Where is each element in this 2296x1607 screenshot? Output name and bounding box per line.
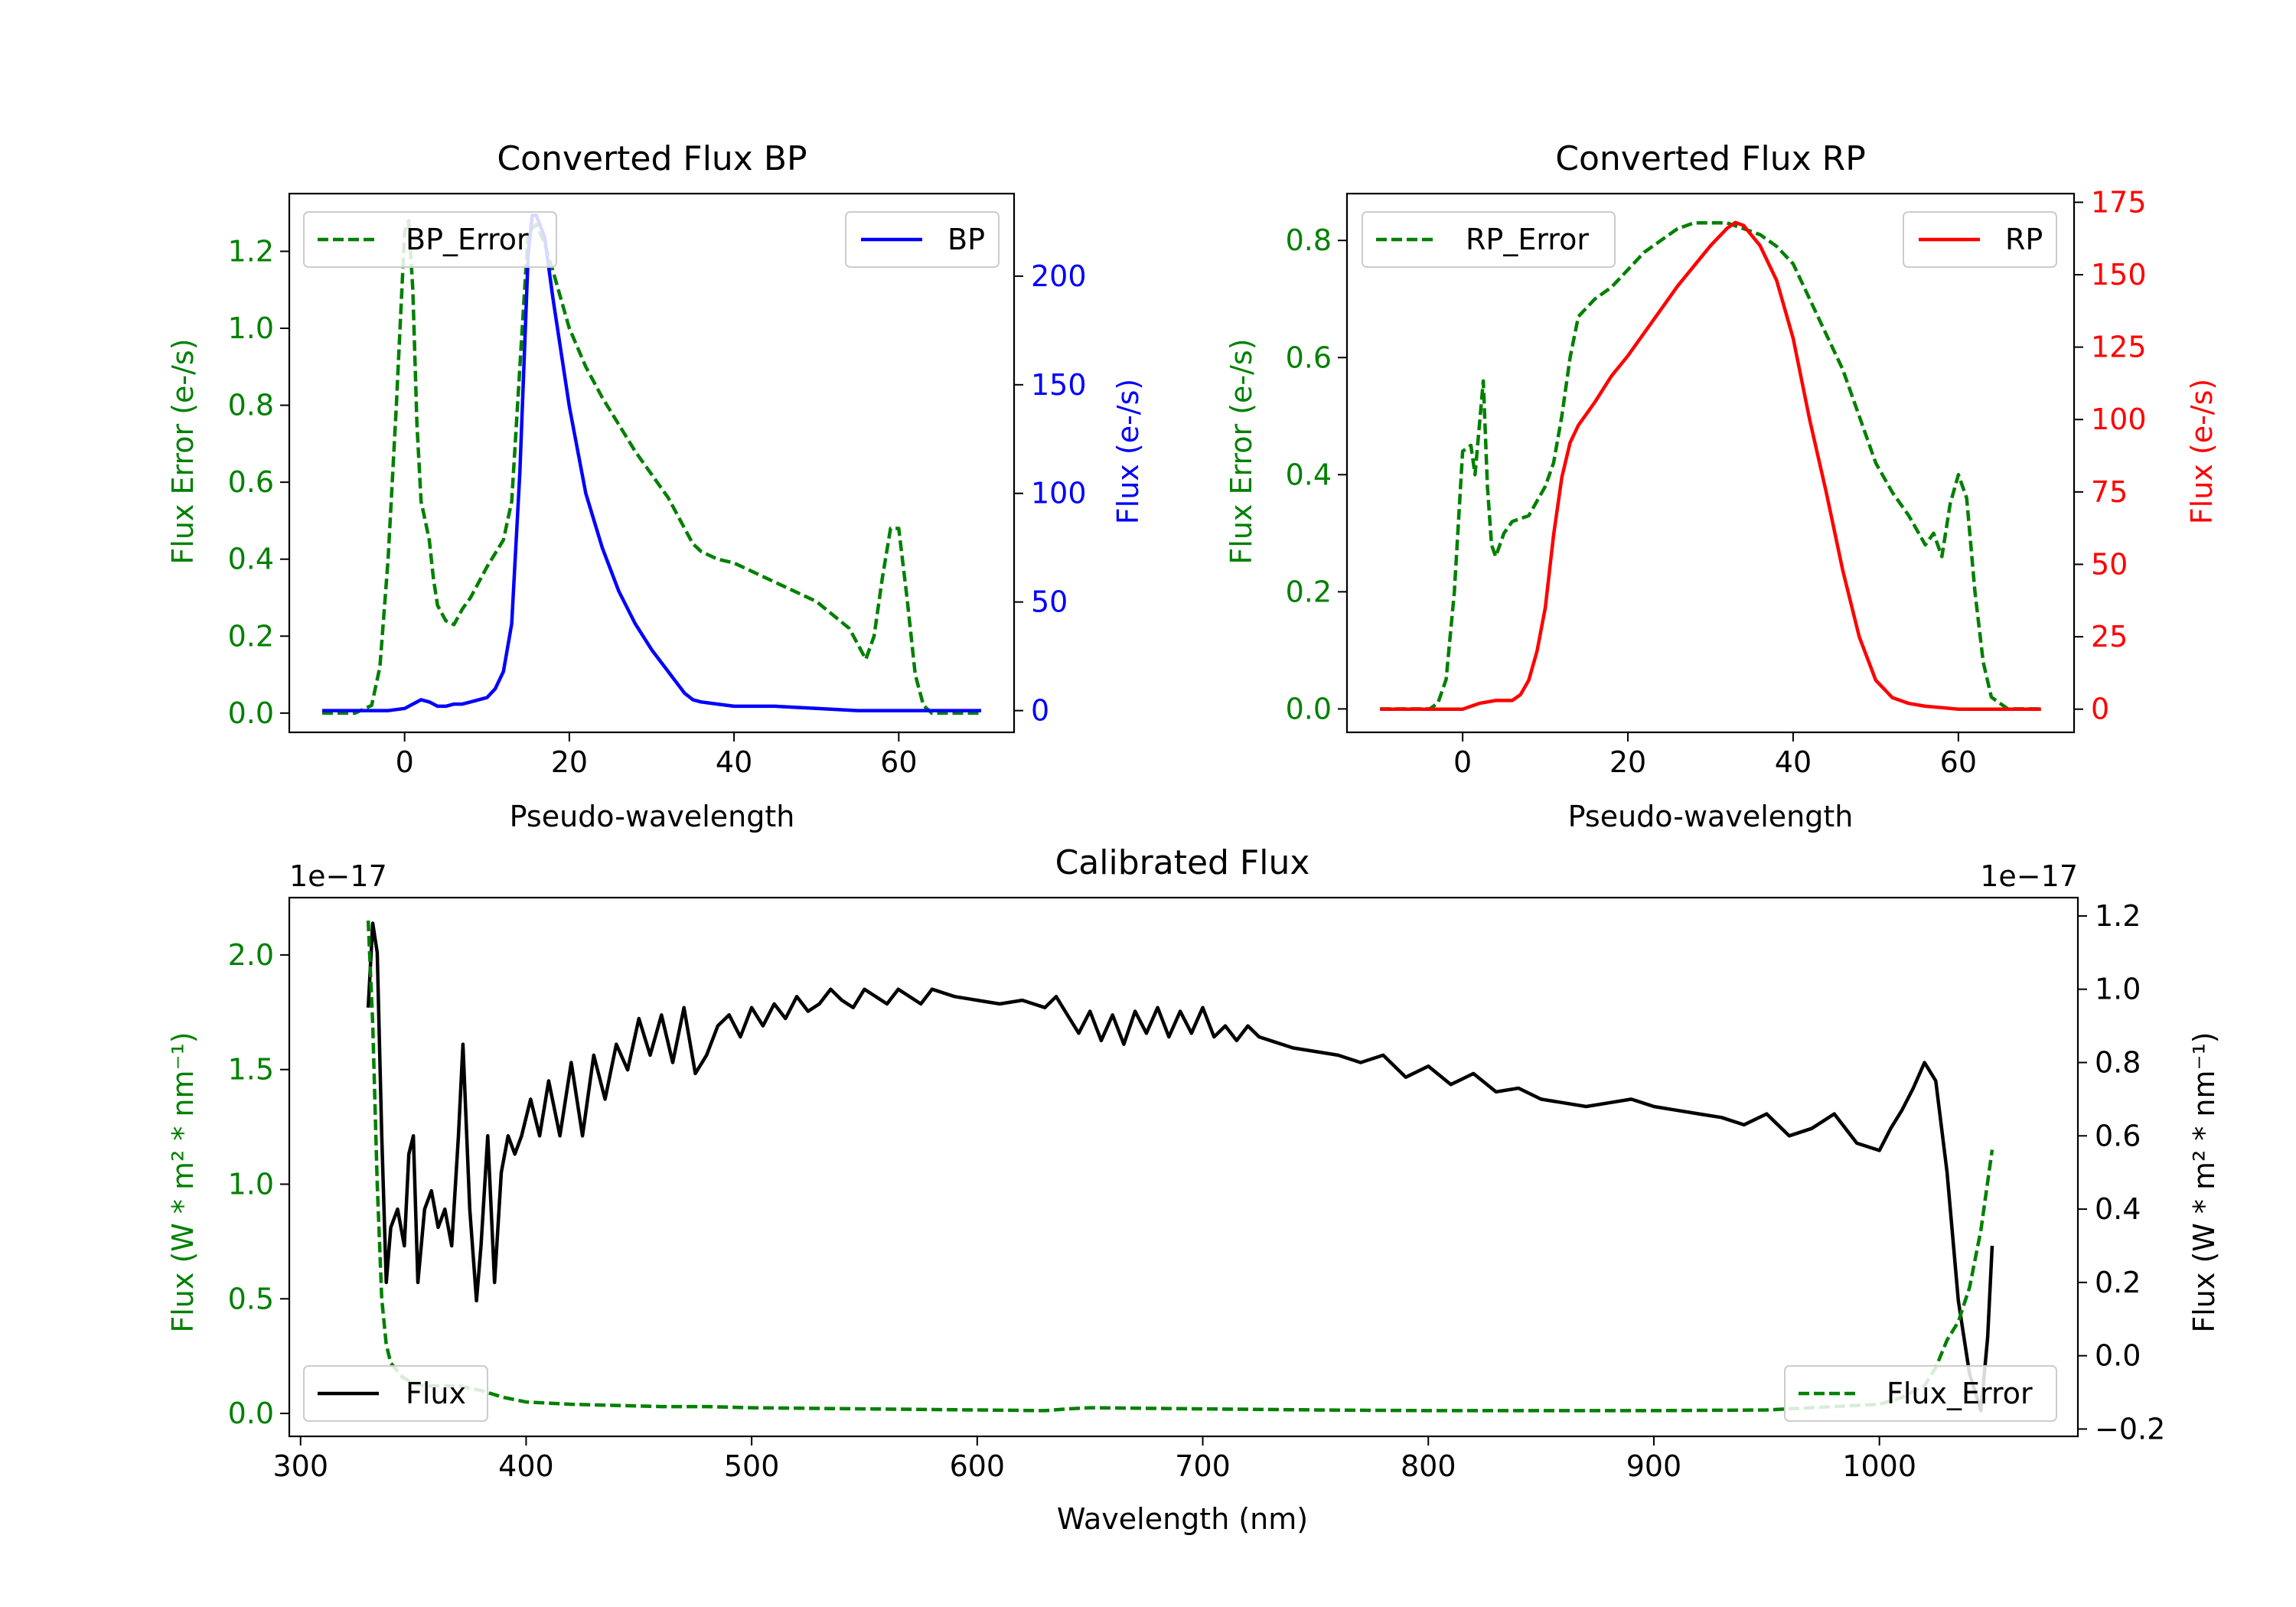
x-tick-label: 600: [950, 1449, 1006, 1483]
legend-flux: Flux: [303, 1365, 488, 1422]
series-line-bp-error: [322, 218, 981, 715]
panel-calibrated-xlabel: Wavelength (nm): [1057, 1502, 1308, 1536]
right-y-tick-label: 50: [2091, 547, 2128, 581]
legend-rp-label: RP: [2005, 223, 2043, 256]
legend-bp-error-label: BP_Error: [406, 223, 529, 256]
right-y-tick-label: 0.8: [2095, 1046, 2141, 1080]
panel-calibrated-right-ylabel: Flux (W * m² * nm⁻¹): [2187, 1032, 2221, 1332]
left-y-tick-label: 0.0: [1286, 692, 1332, 725]
right-y-tick-label: 0: [1031, 694, 1049, 728]
right-y-tick-label: 75: [2091, 475, 2128, 509]
right-y-tick-label: 0: [2091, 693, 2109, 726]
right-y-tick-label: 1.2: [2095, 899, 2141, 933]
panel-calibrated-left-exponent: 1e−17: [289, 859, 387, 893]
x-tick-label: 40: [716, 745, 752, 779]
plot-frame: [1345, 192, 2076, 734]
right-y-tick-label: 50: [1031, 585, 1068, 619]
x-tick-label: 500: [724, 1449, 780, 1483]
left-y-tick-label: 0.2: [228, 619, 274, 653]
x-tick-label: 20: [551, 745, 588, 779]
x-tick-label: 60: [1940, 745, 1977, 779]
right-y-tick-label: 100: [1031, 477, 1087, 510]
left-y-tick-label: 0.8: [228, 389, 274, 422]
right-y-tick-label: 25: [2091, 620, 2128, 654]
panel-bp-title: Converted Flux BP: [497, 139, 807, 178]
x-tick-label: 20: [1609, 745, 1646, 779]
panel-calibrated: Calibrated Flux 1e−17 1e−17 300 400 500 600…: [166, 843, 2221, 1536]
legend-rp-error-label: RP_Error: [1466, 223, 1589, 256]
left-y-tick-label: 0.8: [1286, 223, 1332, 257]
x-tick-label: 40: [1775, 745, 1812, 779]
right-y-tick-label: 1.0: [2095, 973, 2141, 1006]
legend-flux-label: Flux: [406, 1377, 466, 1410]
panel-calibrated-left-ylabel: Flux (W * m² * nm⁻¹): [166, 1032, 200, 1332]
series-line-flux-error: [366, 920, 1994, 1413]
x-tick-label: 700: [1175, 1449, 1231, 1483]
left-y-tick-label: 1.0: [228, 1167, 274, 1201]
panel-rp-title: Converted Flux RP: [1555, 139, 1866, 178]
x-tick-label: 300: [272, 1449, 328, 1483]
x-tick-label: 0: [396, 745, 414, 779]
left-y-tick-label: 1.5: [228, 1053, 274, 1087]
panel-rp-right-ylabel: Flux (e-/s): [2185, 379, 2219, 524]
left-y-tick-label: 0.6: [1286, 341, 1332, 374]
legend-flux-error-label: Flux_Error: [1887, 1377, 2033, 1410]
panel-bp-left-ylabel: Flux Error (e-/s): [166, 338, 200, 564]
legend-bp: BP: [845, 211, 1000, 268]
x-tick-label: 400: [498, 1449, 554, 1483]
panel-rp: Converted Flux RP 0 20 40 60 0.0 0.2 0.4 0.6 0.8…: [1225, 139, 2219, 833]
series-line-rp-error: [1380, 221, 2041, 711]
right-y-tick-label: 200: [1031, 259, 1087, 293]
x-tick-label: 60: [880, 745, 917, 779]
right-y-tick-label: 0.4: [2095, 1192, 2141, 1226]
left-y-tick-label: 0.4: [228, 543, 274, 576]
panel-bp-plot: 0 20 40 60 0.0 0.2 0.4 0.6 0.8 1.0 1.2 0 50 100 150 200: [228, 192, 1087, 779]
right-y-tick-label: 0.2: [2095, 1266, 2141, 1299]
left-y-tick-label: 0.4: [1286, 458, 1332, 491]
left-y-tick-label: 0.0: [228, 1397, 274, 1430]
plot-frame: [288, 896, 2079, 1438]
left-y-tick-label: 1.0: [228, 311, 274, 345]
panel-bp-xlabel: Pseudo-wavelength: [510, 800, 795, 833]
panel-bp-right-ylabel: Flux (e-/s): [1111, 379, 1145, 524]
x-tick-label: 900: [1626, 1449, 1682, 1483]
series-line-flux: [366, 921, 1994, 1413]
series-line-rp: [1380, 220, 2041, 711]
panel-bp: Converted Flux BP 0 20 40 60 0.0 0.2 0.4 0.6 0.8…: [166, 139, 1145, 833]
left-y-tick-label: 0.0: [228, 696, 274, 730]
panel-rp-xlabel: Pseudo-wavelength: [1568, 800, 1854, 833]
left-y-tick-label: 0.5: [228, 1282, 274, 1315]
right-y-tick-label: −0.2: [2095, 1412, 2165, 1446]
x-tick-label: 1000: [1842, 1449, 1916, 1483]
legend-rp: RP: [1903, 211, 2057, 268]
series-line-bp: [322, 214, 981, 712]
legend-bp-label: BP: [947, 223, 985, 256]
left-y-tick-label: 2.0: [228, 938, 274, 972]
legend-bp-error: BP_Error: [303, 211, 557, 268]
panel-calibrated-title: Calibrated Flux: [1055, 843, 1310, 882]
right-y-tick-label: 0.0: [2095, 1339, 2141, 1373]
right-y-tick-label: 100: [2091, 403, 2147, 436]
legend-rp-error: RP_Error: [1362, 211, 1616, 268]
plot-frame: [288, 192, 1016, 734]
panel-rp-plot: 0 20 40 60 0.0 0.2 0.4 0.6 0.8 0 25 50 75 100 125 150 17…: [1286, 185, 2147, 779]
right-y-tick-label: 150: [2091, 258, 2147, 292]
left-y-tick-label: 1.2: [228, 234, 274, 268]
right-y-tick-label: 150: [1031, 368, 1087, 402]
x-tick-label: 800: [1401, 1449, 1456, 1483]
panel-rp-left-ylabel: Flux Error (e-/s): [1225, 338, 1258, 564]
right-y-tick-label: 0.6: [2095, 1119, 2141, 1152]
left-y-tick-label: 0.2: [1286, 575, 1332, 608]
left-y-tick-label: 0.6: [228, 465, 274, 499]
panel-calibrated-right-exponent: 1e−17: [1980, 859, 2078, 893]
legend-flux-error: Flux_Error: [1784, 1365, 2057, 1422]
right-y-tick-label: 125: [2091, 331, 2147, 364]
right-y-tick-label: 175: [2091, 185, 2147, 219]
x-tick-label: 0: [1453, 745, 1472, 779]
